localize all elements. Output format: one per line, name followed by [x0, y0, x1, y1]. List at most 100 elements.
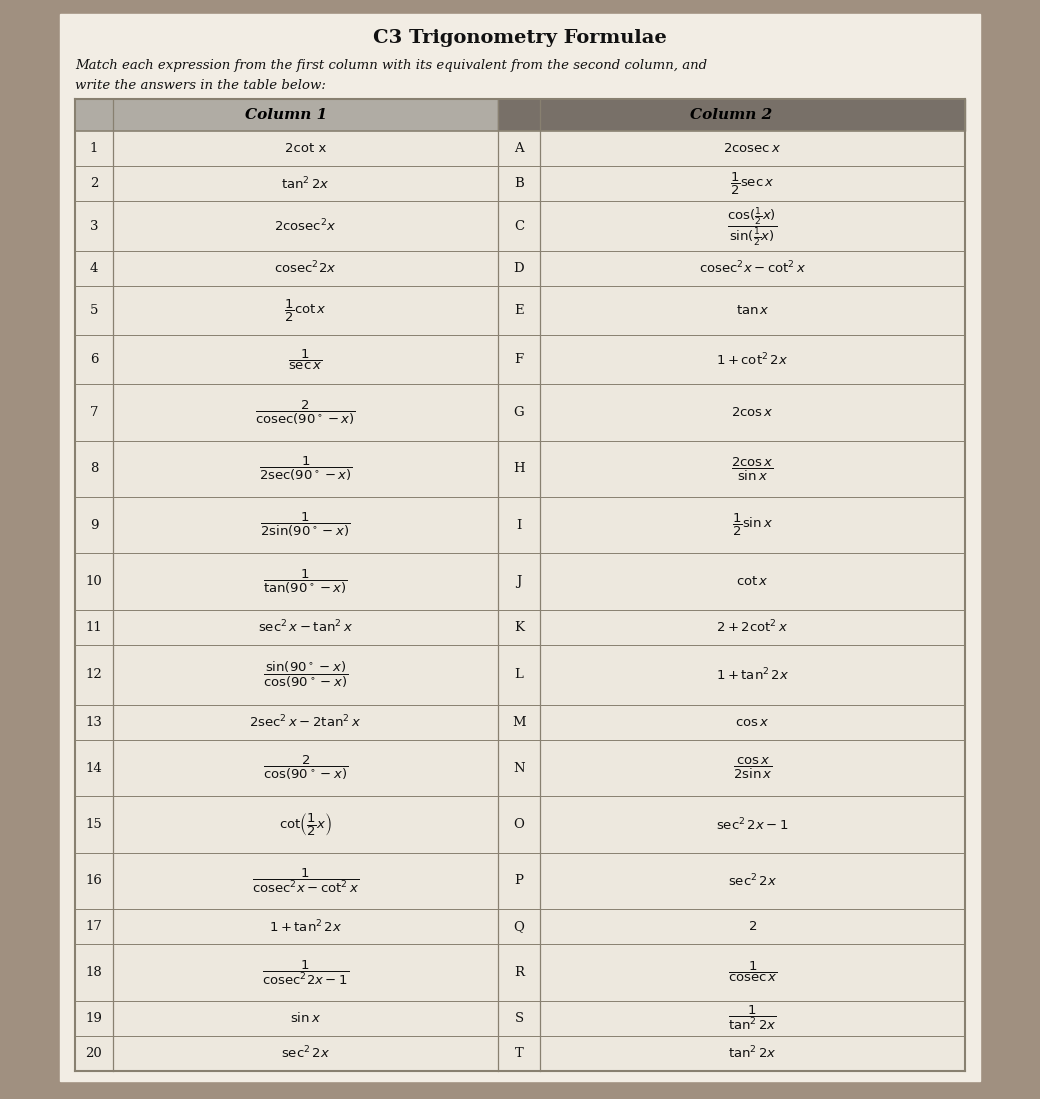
Text: 12: 12 — [85, 668, 102, 681]
Text: O: O — [514, 818, 524, 831]
Text: $\cot\!\left(\dfrac{1}{2}x\right)$: $\cot\!\left(\dfrac{1}{2}x\right)$ — [279, 811, 332, 839]
Text: $\dfrac{2\cos x}{\sin x}$: $\dfrac{2\cos x}{\sin x}$ — [731, 455, 774, 482]
Bar — [75, 740, 965, 797]
Text: N: N — [513, 762, 525, 775]
Text: C: C — [514, 220, 524, 233]
Text: 1: 1 — [89, 142, 98, 155]
Text: 15: 15 — [85, 818, 102, 831]
Text: S: S — [515, 1012, 523, 1024]
Text: Match each expression from the first column with its equivalent from the second : Match each expression from the first col… — [75, 59, 707, 73]
Text: $\tan x$: $\tan x$ — [735, 304, 770, 317]
Text: write the answers in the table below:: write the answers in the table below: — [75, 79, 326, 92]
Bar — [75, 610, 965, 645]
Text: P: P — [515, 875, 523, 887]
Bar — [75, 251, 965, 286]
Text: $2\mathrm{cosec}^2 x$: $2\mathrm{cosec}^2 x$ — [275, 218, 337, 234]
Bar — [75, 944, 965, 1000]
Text: $\dfrac{2}{\mathrm{cosec}(90^\circ - x)}$: $\dfrac{2}{\mathrm{cosec}(90^\circ - x)}… — [255, 399, 356, 426]
Text: 13: 13 — [85, 715, 102, 729]
Text: 18: 18 — [85, 966, 102, 979]
Text: 4: 4 — [89, 262, 98, 275]
Text: $\sec^2 2x - 1$: $\sec^2 2x - 1$ — [717, 817, 788, 833]
Text: 17: 17 — [85, 920, 102, 933]
Bar — [75, 1035, 965, 1072]
Bar — [75, 797, 965, 853]
Text: C3 Trigonometry Formulae: C3 Trigonometry Formulae — [373, 29, 667, 47]
Text: B: B — [514, 177, 524, 190]
Text: $\dfrac{1}{2}\sec x$: $\dfrac{1}{2}\sec x$ — [730, 170, 775, 197]
Text: $1 + \cot^2 2x$: $1 + \cot^2 2x$ — [717, 352, 788, 368]
Text: $2\cos x$: $2\cos x$ — [731, 407, 774, 419]
Text: 7: 7 — [89, 407, 98, 419]
Bar — [75, 497, 965, 554]
Text: 19: 19 — [85, 1012, 102, 1024]
Text: E: E — [514, 304, 524, 317]
Text: $\cos x$: $\cos x$ — [735, 715, 770, 729]
Text: L: L — [515, 668, 523, 681]
Text: $\tan^2 2x$: $\tan^2 2x$ — [728, 1045, 777, 1062]
Text: 16: 16 — [85, 875, 102, 887]
Bar — [498, 99, 965, 131]
Text: $\dfrac{1}{2}\cot x$: $\dfrac{1}{2}\cot x$ — [284, 298, 327, 323]
Text: $2\mathrm{cosec}\, x$: $2\mathrm{cosec}\, x$ — [724, 142, 782, 155]
Text: Q: Q — [514, 920, 524, 933]
Text: T: T — [515, 1047, 523, 1059]
Text: $\mathrm{cosec}^2 2x$: $\mathrm{cosec}^2 2x$ — [275, 260, 337, 277]
Text: $\dfrac{1}{\tan^2 2x}$: $\dfrac{1}{\tan^2 2x}$ — [728, 1004, 777, 1032]
Text: $2\sec^2 x - 2\tan^2 x$: $2\sec^2 x - 2\tan^2 x$ — [250, 714, 362, 731]
Bar — [75, 909, 965, 944]
Text: $\dfrac{1}{\tan(90^\circ - x)}$: $\dfrac{1}{\tan(90^\circ - x)}$ — [263, 567, 348, 596]
Text: K: K — [514, 621, 524, 634]
Text: $\sec^2 x - \tan^2 x$: $\sec^2 x - \tan^2 x$ — [258, 619, 354, 635]
Text: J: J — [516, 575, 522, 588]
Text: $\sec^2 2x$: $\sec^2 2x$ — [728, 873, 777, 889]
Text: $\sec^2 2x$: $\sec^2 2x$ — [281, 1045, 330, 1062]
Text: $\sin x$: $\sin x$ — [290, 1011, 321, 1025]
Bar — [75, 99, 498, 131]
Text: 8: 8 — [89, 463, 98, 476]
Text: $\dfrac{\cos x}{2\sin x}$: $\dfrac{\cos x}{2\sin x}$ — [733, 756, 773, 780]
Text: $\dfrac{1}{\mathrm{cosec}^2 2x - 1}$: $\dfrac{1}{\mathrm{cosec}^2 2x - 1}$ — [262, 958, 349, 987]
Bar — [75, 286, 965, 335]
Text: $2$: $2$ — [748, 920, 757, 933]
Bar — [75, 385, 965, 441]
Text: $\dfrac{1}{2\sin(90^\circ - x)}$: $\dfrac{1}{2\sin(90^\circ - x)}$ — [260, 511, 350, 540]
Text: F: F — [515, 354, 523, 366]
Text: $\tan^2 2x$: $\tan^2 2x$ — [281, 176, 330, 192]
Text: A: A — [514, 142, 524, 155]
Text: 9: 9 — [89, 519, 98, 532]
Text: R: R — [514, 966, 524, 979]
Bar — [75, 554, 965, 610]
Text: $\dfrac{1}{\mathrm{cosec}\, x}$: $\dfrac{1}{\mathrm{cosec}\, x}$ — [728, 961, 778, 985]
Bar — [75, 704, 965, 740]
Text: $\mathrm{cosec}^2 x - \cot^2 x$: $\mathrm{cosec}^2 x - \cot^2 x$ — [699, 260, 806, 277]
Text: 10: 10 — [85, 575, 102, 588]
Text: $1 + \tan^2 2x$: $1 + \tan^2 2x$ — [269, 919, 342, 935]
Text: Column 1: Column 1 — [245, 108, 328, 122]
Text: G: G — [514, 407, 524, 419]
Bar — [60, 14, 980, 1081]
Text: $\dfrac{\cos(\frac{1}{2}x)}{\sin(\frac{1}{2}x)}$: $\dfrac{\cos(\frac{1}{2}x)}{\sin(\frac{1… — [728, 204, 778, 247]
Text: $\dfrac{\sin(90^\circ - x)}{\cos(90^\circ - x)}$: $\dfrac{\sin(90^\circ - x)}{\cos(90^\cir… — [263, 659, 348, 690]
Text: 2cot x: 2cot x — [285, 142, 327, 155]
Text: 6: 6 — [89, 354, 98, 366]
Text: $2 + 2\cot^2 x$: $2 + 2\cot^2 x$ — [717, 619, 788, 635]
Text: $\dfrac{1}{2\sec(90^\circ - x)}$: $\dfrac{1}{2\sec(90^\circ - x)}$ — [259, 455, 353, 484]
Bar — [75, 201, 965, 251]
Text: 2: 2 — [89, 177, 98, 190]
Text: D: D — [514, 262, 524, 275]
Bar — [75, 853, 965, 909]
Bar — [75, 335, 965, 385]
Text: $1 + \tan^2 2x$: $1 + \tan^2 2x$ — [716, 667, 789, 684]
Text: $\dfrac{2}{\cos(90^\circ - x)}$: $\dfrac{2}{\cos(90^\circ - x)}$ — [263, 754, 348, 782]
Bar — [75, 645, 965, 704]
Text: 5: 5 — [89, 304, 98, 317]
Text: $\dfrac{1}{2}\sin x$: $\dfrac{1}{2}\sin x$ — [732, 512, 773, 539]
Text: I: I — [516, 519, 522, 532]
Text: $\dfrac{1}{\sec x}$: $\dfrac{1}{\sec x}$ — [288, 347, 322, 371]
Text: 20: 20 — [85, 1047, 102, 1059]
Text: 14: 14 — [85, 762, 102, 775]
Text: $\cot x$: $\cot x$ — [736, 575, 769, 588]
Text: Column 2: Column 2 — [691, 108, 773, 122]
Bar — [75, 1000, 965, 1035]
